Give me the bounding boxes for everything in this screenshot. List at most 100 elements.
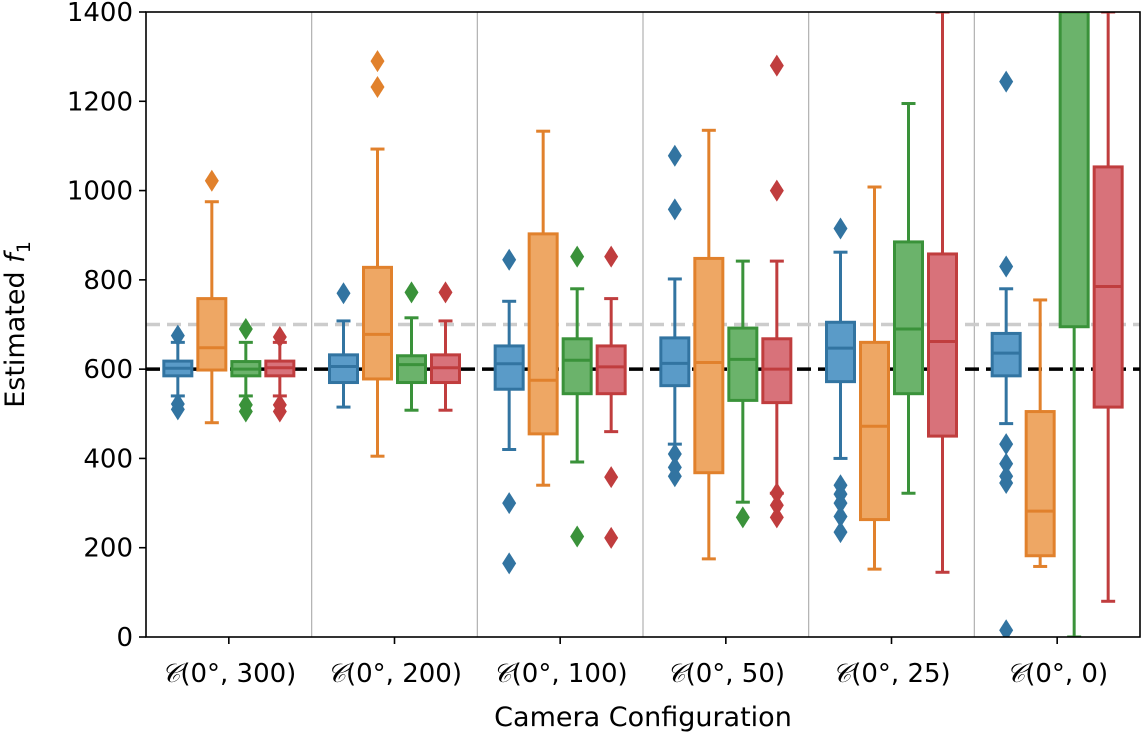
box bbox=[196, 169, 228, 425]
outlier-point bbox=[667, 198, 682, 221]
box bbox=[362, 50, 393, 458]
outlier-point bbox=[570, 525, 585, 548]
y-tick-label: 600 bbox=[83, 355, 133, 385]
x-tick-label-text: (0°, 200) bbox=[346, 659, 462, 689]
outlier-point bbox=[502, 248, 517, 271]
outlier-point bbox=[769, 482, 784, 505]
outlier-point bbox=[502, 552, 517, 575]
box bbox=[264, 326, 296, 423]
outlier-point bbox=[833, 217, 848, 240]
y-axis-title: Estimated f1 bbox=[0, 241, 35, 408]
y-axis-title-prefix: Estimated bbox=[0, 263, 31, 408]
outlier-point bbox=[170, 324, 185, 347]
box bbox=[693, 128, 725, 561]
outlier-point bbox=[999, 70, 1014, 93]
outlier-point bbox=[999, 255, 1014, 278]
x-tick-label: 𝒞(0°, 200) bbox=[327, 659, 462, 689]
x-ticks: 𝒞(0°, 300) 𝒞(0°, 200) 𝒞(0°, 100) 𝒞(0°, 50) 𝒞… bbox=[161, 637, 1108, 689]
box bbox=[859, 185, 890, 571]
outlier-point bbox=[370, 50, 385, 73]
outlier-point bbox=[769, 179, 784, 202]
reference-lines bbox=[146, 322, 1140, 371]
outlier-point bbox=[570, 245, 585, 268]
box-body bbox=[825, 320, 856, 384]
box bbox=[659, 144, 691, 488]
box bbox=[162, 324, 194, 421]
box-body bbox=[527, 232, 559, 436]
plot-frame bbox=[145, 11, 1141, 638]
outlier-point bbox=[604, 466, 619, 489]
x-tick-label: 𝒞(0°, 300) bbox=[161, 659, 296, 689]
box-body bbox=[859, 340, 890, 522]
box bbox=[493, 248, 525, 575]
outlier-point bbox=[272, 326, 287, 348]
box-body bbox=[196, 297, 228, 372]
outlier-point bbox=[438, 281, 453, 304]
outlier-point bbox=[999, 619, 1014, 637]
y-axis-title-sub: 1 bbox=[13, 241, 35, 253]
box-body bbox=[595, 344, 627, 396]
box-body bbox=[396, 354, 427, 385]
box bbox=[328, 282, 359, 409]
outlier-point bbox=[404, 281, 419, 304]
box-body bbox=[1024, 410, 1056, 558]
box-body bbox=[659, 336, 691, 388]
box bbox=[927, 12, 958, 574]
outlier-point bbox=[336, 282, 351, 305]
x-tick-label: 𝒞(0°, 100) bbox=[493, 659, 628, 689]
outlier-point bbox=[502, 492, 517, 515]
outlier-point bbox=[999, 452, 1014, 475]
box bbox=[230, 317, 262, 423]
x-tick-label: 𝒞(0°, 25) bbox=[832, 659, 950, 689]
box-body bbox=[727, 326, 759, 402]
box bbox=[1092, 12, 1124, 603]
outlier-point bbox=[604, 526, 619, 549]
outlier-point bbox=[769, 506, 784, 529]
box-body bbox=[328, 353, 359, 385]
y-tick-label: 0 bbox=[116, 623, 133, 653]
y-tick-label: 400 bbox=[83, 444, 133, 474]
outlier-point bbox=[238, 393, 253, 416]
y-tick-label: 1000 bbox=[67, 177, 133, 207]
box bbox=[527, 129, 559, 487]
outlier-point bbox=[833, 505, 848, 528]
outlier-point bbox=[769, 54, 784, 77]
box-body bbox=[693, 256, 725, 475]
outlier-point bbox=[999, 433, 1014, 456]
outlier-point bbox=[667, 144, 682, 167]
box-body bbox=[561, 337, 593, 396]
x-axis-title: Camera Configuration bbox=[494, 702, 792, 733]
outlier-point bbox=[999, 471, 1014, 494]
y-tick-label: 200 bbox=[83, 534, 133, 564]
outlier-point bbox=[370, 76, 385, 98]
outlier-point bbox=[238, 317, 253, 340]
box bbox=[430, 281, 461, 412]
box bbox=[396, 281, 427, 412]
x-tick-label-text: (0°, 300) bbox=[180, 659, 296, 689]
box bbox=[1024, 298, 1056, 568]
box bbox=[595, 245, 627, 549]
y-tick-label: 1400 bbox=[67, 0, 133, 28]
outlier-point bbox=[272, 393, 287, 416]
box-body bbox=[893, 240, 924, 396]
box bbox=[727, 259, 759, 529]
box bbox=[761, 54, 793, 529]
box-body bbox=[493, 344, 525, 391]
outlier-point bbox=[735, 506, 750, 529]
box-body bbox=[990, 331, 1022, 378]
box-body bbox=[927, 252, 958, 438]
box bbox=[825, 217, 856, 544]
box bbox=[561, 245, 593, 548]
outlier-point bbox=[833, 492, 848, 515]
outlier-point bbox=[170, 392, 185, 415]
box-body bbox=[1058, 12, 1090, 329]
x-tick-label: 𝒞(0°, 0) bbox=[1006, 659, 1108, 689]
y-tick-label: 800 bbox=[83, 266, 133, 296]
y-tick-label: 1200 bbox=[67, 87, 133, 117]
x-tick-label-text: (0°, 25) bbox=[851, 659, 950, 689]
outlier-point bbox=[769, 494, 784, 517]
outlier-point bbox=[833, 521, 848, 544]
x-tick-label-text: (0°, 50) bbox=[686, 659, 785, 689]
box bbox=[893, 102, 924, 495]
